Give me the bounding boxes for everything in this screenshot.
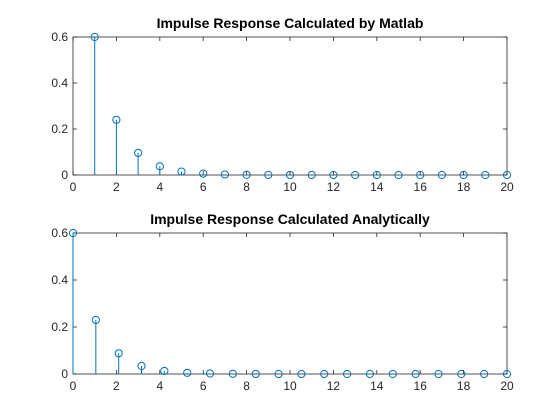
x-tick-label: 14 [370,180,384,194]
stem-marker [251,369,260,379]
stem-marker [411,369,420,379]
x-tick-label: 6 [200,379,207,393]
stem-marker [502,170,512,180]
stem-marker [242,170,251,179]
stem-marker [91,315,100,325]
stem-marker [205,369,215,378]
stem-marker [199,169,208,178]
x-tick-label: 14 [370,379,384,393]
stem-marker [134,148,143,158]
stem-marker [437,170,446,180]
stem-marker [365,369,375,379]
x-tick-label: 18 [457,180,471,194]
axes-box [72,232,508,375]
stem-marker [264,170,273,180]
x-tick-label: 8 [243,379,250,393]
x-tick-label: 8 [243,180,250,194]
x-tick-label: 10 [283,379,297,393]
x-tick-label: 4 [156,180,163,194]
x-tick-label: 18 [457,379,471,393]
stem-marker [372,170,381,180]
stem-marker [459,170,468,180]
x-tick-label: 0 [70,180,77,194]
chart-title: Impulse Response Calculated Analytically [150,211,430,227]
subplot-2: Impulse Response Calculated Analytically… [51,211,514,393]
y-tick-label: 0.4 [51,273,68,287]
x-tick-label: 20 [500,180,514,194]
y-tick-label: 0 [61,168,68,182]
y-tick-label: 0.2 [51,320,68,334]
stem-marker [307,170,316,180]
stem-marker [183,368,192,377]
stem-marker [480,369,489,379]
stem-marker [320,369,329,379]
subplot-1: Impulse Response Calculated by Matlab 0 2 4… [51,15,514,194]
stem-marker [228,369,237,378]
stem-marker [394,170,403,180]
stem-marker [274,369,283,379]
y-tick-label: 0 [61,367,68,381]
stem-marker [434,369,443,379]
stem-marker [155,162,164,171]
y-tick-label: 0.4 [51,76,68,90]
y-tick-label: 0.6 [51,30,68,44]
y-tick-label: 0.2 [51,122,68,136]
stem-marker [90,32,99,42]
stem-marker [137,361,146,371]
x-tick-label: 12 [327,379,341,393]
stem-marker [297,369,306,379]
stem-marker [114,349,123,358]
stem-marker [388,369,397,379]
x-tick-label: 16 [414,180,428,194]
stem-marker [351,170,360,180]
x-tick-label: 6 [200,180,207,194]
stem-marker [177,167,186,176]
x-tick-label: 0 [70,379,77,393]
x-tick-label: 12 [327,180,341,194]
stem-marker [502,369,512,379]
stem-marker [329,170,338,180]
stem-marker [416,170,425,180]
x-tick-label: 2 [113,180,120,194]
stem-marker [457,369,466,379]
chart-title: Impulse Response Calculated by Matlab [157,15,424,31]
stem-marker [68,228,78,238]
x-tick-label: 20 [500,379,514,393]
x-tick-label: 2 [113,379,120,393]
y-tick-label: 0.6 [51,226,68,240]
x-tick-label: 4 [156,379,163,393]
stem-marker [112,115,121,124]
stem-marker [160,366,169,376]
x-tick-label: 10 [283,180,297,194]
axes-box [72,36,508,176]
stem-marker [220,170,229,179]
stem-marker [481,170,490,180]
x-tick-label: 16 [414,379,428,393]
stem-marker [343,369,352,379]
stem-marker [285,170,295,180]
